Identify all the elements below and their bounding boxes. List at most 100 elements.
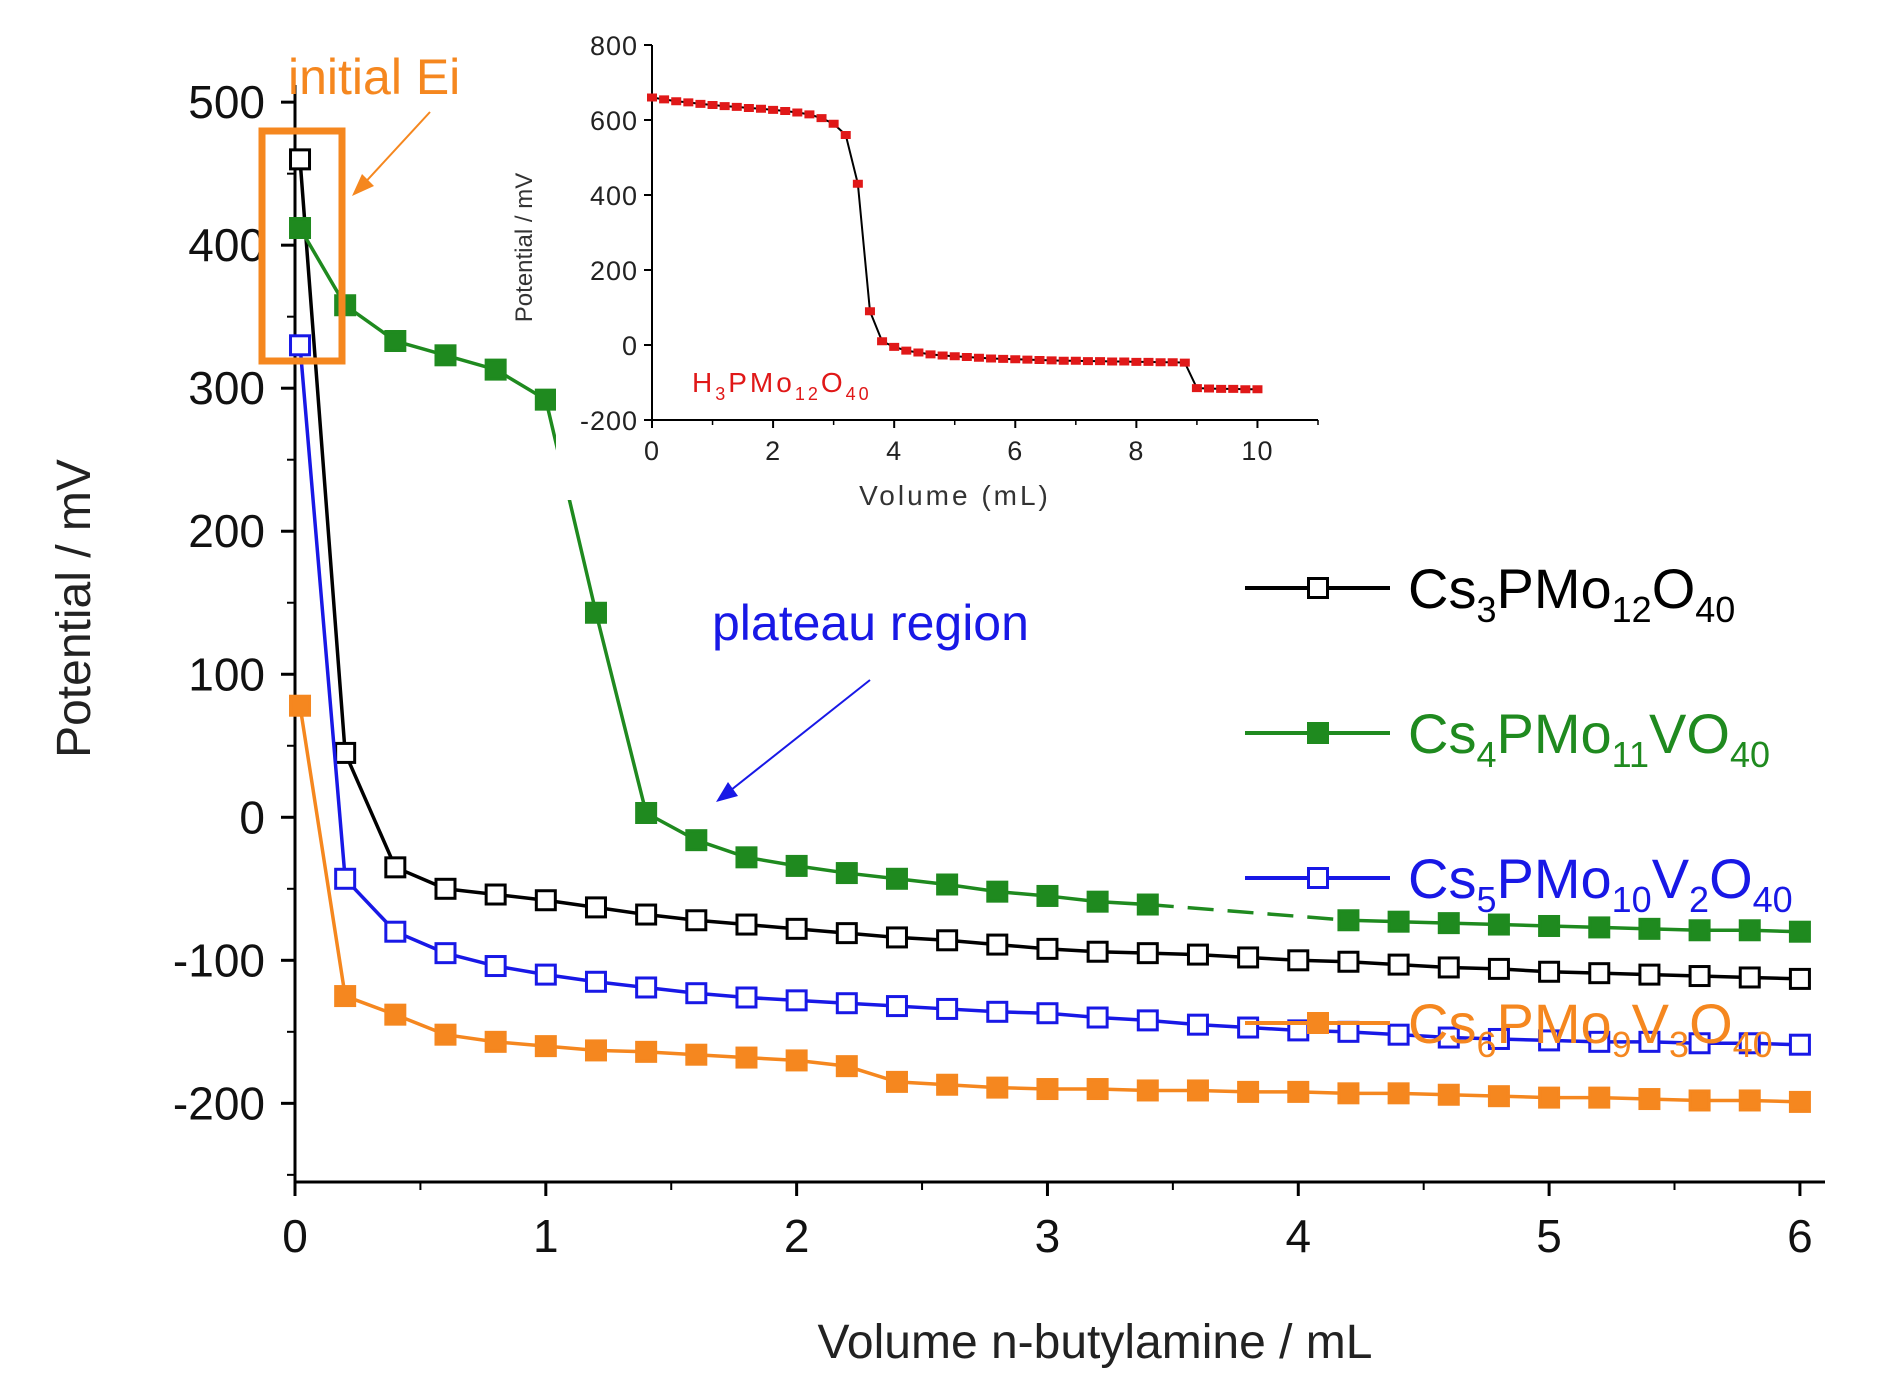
- data-point: [334, 867, 357, 890]
- data-point: [334, 741, 357, 764]
- series-2: [289, 334, 1811, 1056]
- inset-data-point: [659, 95, 670, 104]
- data-point: [1638, 963, 1661, 986]
- data-point: [1487, 913, 1510, 936]
- inset-data-point: [683, 98, 694, 107]
- series-line: [1348, 918, 1800, 934]
- legend-label: Cs4PMo11VO40: [1408, 702, 1770, 775]
- y-tick-label: 200: [188, 505, 265, 557]
- legend-marker: [1307, 577, 1329, 599]
- data-point: [484, 1030, 507, 1053]
- data-point: [1437, 912, 1460, 935]
- inset-data-point: [1155, 358, 1166, 367]
- data-point: [1337, 950, 1360, 973]
- data-point: [1036, 1078, 1059, 1101]
- inset-x-tick-label: 0: [644, 436, 660, 466]
- annotation-initial-ei: initial Ei: [288, 49, 460, 105]
- initial-ei-arrow: [359, 111, 431, 189]
- inset-y-tick-label: 400: [590, 181, 638, 211]
- plateau-arrow: [725, 679, 871, 795]
- data-point: [1086, 890, 1109, 913]
- data-point: [1337, 1082, 1360, 1105]
- data-point: [1036, 884, 1059, 907]
- data-point: [534, 889, 557, 912]
- inset-data-point: [1082, 357, 1093, 366]
- data-point: [635, 976, 658, 999]
- data-point: [289, 148, 312, 171]
- data-point: [384, 1003, 407, 1026]
- data-point: [986, 1000, 1009, 1023]
- data-point: [1337, 1020, 1360, 1043]
- initial-ei-arrowhead: [352, 174, 374, 196]
- data-point: [785, 917, 808, 940]
- inset-data-point: [1252, 385, 1263, 394]
- inset-data-point: [1119, 357, 1130, 366]
- data-point: [785, 1049, 808, 1072]
- inset-data-point: [913, 348, 924, 357]
- data-point: [1036, 1002, 1059, 1025]
- series-1: [289, 217, 1811, 943]
- data-point: [584, 601, 607, 624]
- inset-data-point: [961, 353, 972, 361]
- data-point: [835, 992, 858, 1015]
- annotation-plateau-region: plateau region: [712, 595, 1029, 651]
- data-point: [885, 1070, 908, 1093]
- data-point: [1186, 943, 1209, 966]
- inset-data-point: [1022, 355, 1033, 364]
- inset-data-point: [949, 352, 960, 361]
- inset-x-tick-label: 8: [1128, 436, 1144, 466]
- legend-entry-3: Cs6PMo9V3O40: [1245, 992, 1773, 1065]
- main-axes: [281, 85, 1825, 1196]
- data-point: [484, 955, 507, 978]
- data-point: [835, 862, 858, 885]
- data-point: [1588, 962, 1611, 985]
- data-point: [1237, 1016, 1260, 1039]
- y-tick-label: -100: [173, 934, 265, 986]
- inset-data-point: [889, 342, 900, 351]
- inset-x-tick-label: 6: [1007, 436, 1023, 466]
- x-tick-label: 2: [784, 1210, 810, 1262]
- data-point: [434, 877, 457, 900]
- inset-data-point: [1204, 384, 1215, 393]
- inset-data-point: [1167, 358, 1178, 367]
- inset-y-tick-label: -200: [580, 406, 638, 436]
- inset-data-point: [973, 353, 984, 362]
- inset-data-point: [1228, 384, 1239, 393]
- data-point: [1487, 1027, 1510, 1050]
- x-tick-label: 1: [533, 1210, 559, 1262]
- series-3: [289, 694, 1811, 1113]
- x-axis-label: Volume n-butylamine / mL: [818, 1316, 1373, 1369]
- data-point: [1086, 940, 1109, 963]
- inset-data-point: [937, 351, 948, 360]
- inset-x-tick-label: 2: [765, 436, 781, 466]
- data-point: [534, 388, 557, 411]
- x-tick-label: 6: [1787, 1210, 1813, 1262]
- data-point: [1287, 949, 1310, 972]
- data-point: [434, 942, 457, 965]
- data-point: [1287, 1080, 1310, 1103]
- legend-label: Cs5PMo10V2O40: [1408, 847, 1793, 920]
- legend-label: Cs3PMo12O40: [1408, 557, 1735, 630]
- inset-data-point: [877, 337, 888, 346]
- data-point: [1738, 1032, 1761, 1055]
- data-point: [1237, 946, 1260, 969]
- initial-ei-highlight-box: [258, 127, 346, 365]
- inset-data-point: [1034, 356, 1045, 364]
- inset-y-tick-label: 600: [590, 106, 638, 136]
- legend-entry-2: Cs5PMo10V2O40: [1245, 847, 1793, 920]
- inset-data-point: [707, 101, 718, 109]
- inset-data-point: [695, 99, 706, 108]
- data-point: [735, 1046, 758, 1069]
- data-point: [1638, 1030, 1661, 1053]
- inset-data-point: [998, 354, 1009, 363]
- data-point: [484, 358, 507, 381]
- data-point: [986, 933, 1009, 956]
- inset-y-axis-label: Potential / mV: [511, 173, 538, 322]
- x-tick-label: 0: [282, 1210, 308, 1262]
- data-point: [289, 694, 312, 717]
- data-point: [1136, 1009, 1159, 1032]
- data-point: [986, 1076, 1009, 1099]
